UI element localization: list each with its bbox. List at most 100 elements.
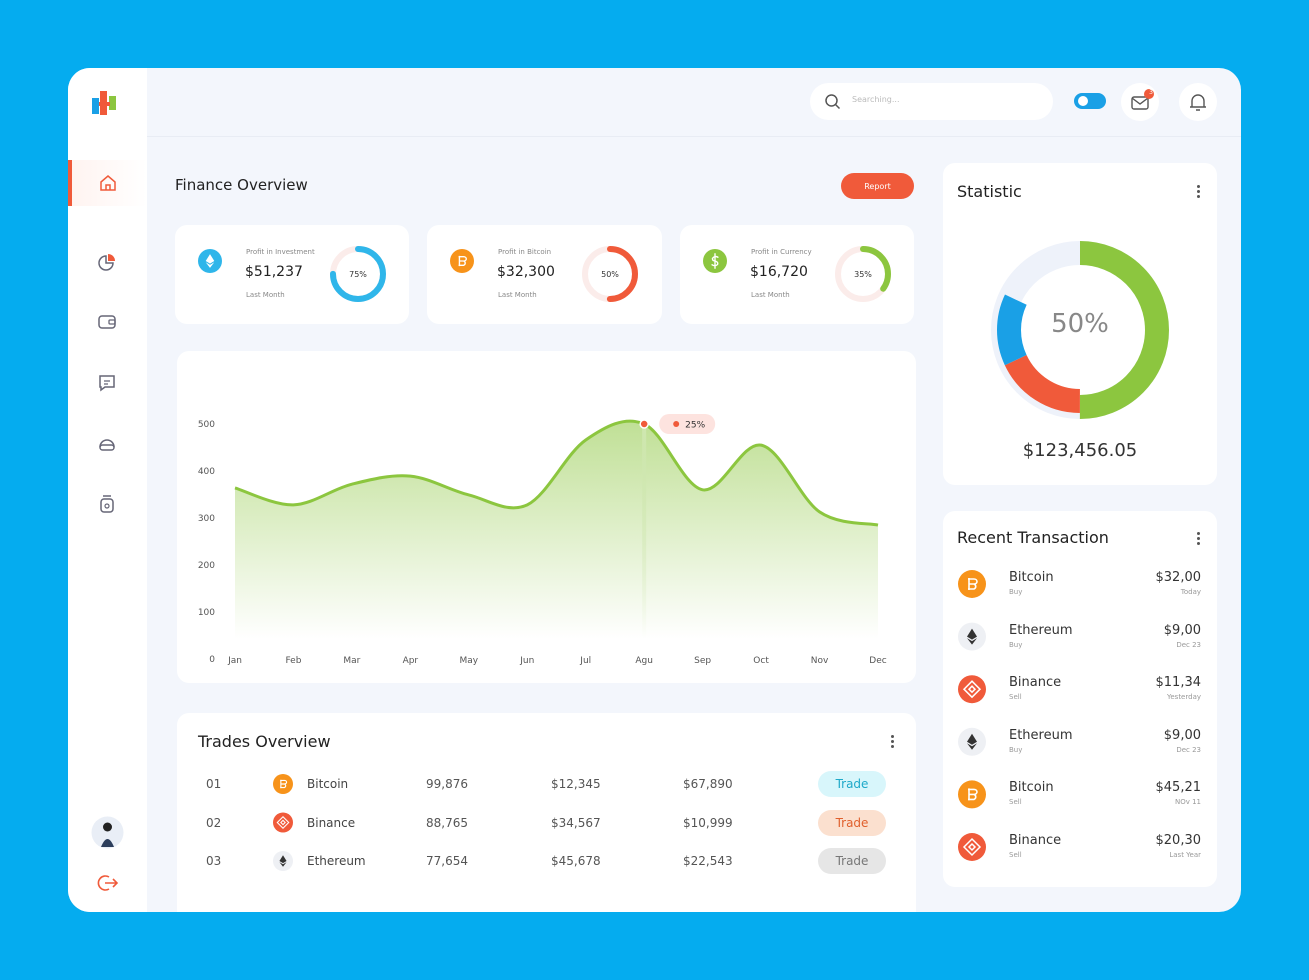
stat-card-graphics: 75% (198, 246, 386, 302)
x-tick-label: Apr (403, 656, 419, 666)
progress-label: 50% (601, 270, 619, 279)
transaction-icons (958, 570, 986, 861)
statistic-title: Statistic (957, 182, 1022, 201)
transaction-amount: $9,00 (1163, 622, 1201, 638)
x-tick-label: Feb (285, 656, 301, 666)
trade-price: $12,345 (551, 777, 601, 791)
coin-icon (958, 675, 986, 704)
area-chart: 0 100 200 300 400 500 Jan Feb Mar Apr May Jun Jul Agu… (198, 414, 887, 666)
user-avatar[interactable] (91, 816, 124, 849)
logout[interactable] (97, 873, 119, 893)
search-icon (825, 94, 841, 110)
y-tick-label: 300 (198, 514, 215, 524)
transaction-name: Binance (1009, 833, 1062, 848)
coin-icon (958, 622, 986, 651)
trades-card: Trades Overview 01 Bitcoin 99,876 $12,345 $6… (177, 713, 916, 912)
finance-title: Finance Overview (175, 176, 308, 194)
transaction-name: Ethereum (1009, 622, 1073, 638)
stat-value: $32,300 (497, 264, 555, 280)
transaction-amount: $20,30 (1155, 833, 1202, 848)
trade-button[interactable]: Trade (818, 771, 886, 797)
trade-volume: 99,876 (426, 777, 468, 791)
coin-glyph (967, 628, 977, 645)
transactions-menu[interactable] (1197, 532, 1201, 547)
coin-glyph (280, 779, 288, 789)
trade-price: $34,567 (551, 815, 601, 830)
trade-number: 01 (206, 777, 222, 791)
search-box[interactable]: Searching... (810, 83, 1053, 120)
annotation-marker (639, 419, 649, 429)
coin-glyph (967, 733, 977, 750)
nav-home[interactable] (98, 173, 118, 193)
coin-icon (958, 780, 986, 809)
coin-glyph (962, 680, 982, 699)
stat-label: Profit in Currency (751, 248, 812, 256)
transaction-name: Binance (1009, 675, 1062, 691)
stat-value: $51,237 (245, 264, 303, 280)
x-tick-label: Oct (753, 656, 769, 666)
trade-total: $10,999 (683, 815, 733, 830)
trade-button[interactable]: Trade (818, 809, 886, 836)
transaction-date: Last Year (1169, 851, 1201, 859)
x-tick-label: Jul (579, 656, 591, 666)
coin-icon (273, 812, 293, 833)
sidebar (68, 68, 147, 912)
stat-card-graphics: 35% (703, 246, 891, 302)
x-tick-label: Mar (343, 656, 360, 666)
active-nav[interactable] (68, 160, 147, 206)
coin-glyph (968, 578, 978, 590)
transaction-amount: $45,21 (1155, 780, 1202, 796)
nav-savings[interactable] (97, 494, 117, 514)
coin-glyph (968, 788, 978, 801)
transaction-type: Sell (1009, 851, 1022, 859)
mail-button[interactable] (1121, 82, 1161, 122)
transaction-amount: $9,00 (1163, 727, 1201, 743)
report-button[interactable]: Report (841, 173, 914, 199)
trade-coin: Bitcoin (307, 777, 349, 791)
statistic-total: $123,456.05 (1022, 440, 1138, 461)
active-indicator (68, 160, 72, 206)
header-divider (147, 136, 1241, 137)
progress-arc (835, 246, 891, 302)
trades-title: Trades Overview (198, 732, 331, 751)
coin-icon (273, 851, 293, 871)
progress-label: 75% (349, 270, 367, 279)
coin-icon (958, 727, 986, 756)
coin-bg (273, 812, 293, 833)
x-tick-label: May (460, 656, 479, 666)
transaction-name: Bitcoin (1009, 570, 1054, 585)
statistic-menu[interactable] (1197, 185, 1201, 200)
line (234, 419, 879, 527)
chart-card: 0 100 200 300 400 500 Jan Feb Mar Apr May Jun Jul Agu… (177, 351, 916, 683)
transaction-amount: $32,00 (1155, 570, 1202, 585)
annotation-line (642, 424, 647, 639)
x-tick-label: Nov (811, 656, 829, 666)
transaction-type: Sell (1009, 693, 1022, 702)
nav-wallet[interactable] (97, 312, 117, 332)
trade-button[interactable]: Trade (818, 848, 886, 874)
theme-toggle[interactable] (1074, 93, 1106, 109)
transaction-date: Today (1180, 588, 1201, 596)
coin-bg (958, 675, 986, 704)
coin-glyph (962, 837, 982, 857)
y-tick-label: 100 (198, 608, 215, 618)
coin-bg (958, 833, 986, 861)
trade-price: $45,678 (551, 854, 601, 868)
nav-support[interactable] (97, 434, 117, 454)
trades-menu[interactable] (891, 735, 895, 750)
trade-total: $67,890 (683, 777, 733, 791)
transaction-type: Buy (1009, 588, 1023, 596)
transaction-date: Yesterday (1167, 693, 1201, 702)
progress-arc (330, 246, 386, 302)
stat-card-graphics: 50% (450, 246, 638, 302)
logo[interactable] (90, 88, 124, 120)
nav-chart[interactable] (97, 252, 117, 272)
bell-button[interactable] (1179, 82, 1219, 122)
x-tick-label: Dec (869, 656, 886, 666)
trade-number: 02 (206, 815, 222, 830)
stat-sub: Last Month (498, 291, 537, 299)
stat-label: Profit in Bitcoin (498, 248, 552, 256)
x-tick-label: Jun (519, 656, 534, 666)
nav-messages[interactable] (97, 373, 117, 393)
